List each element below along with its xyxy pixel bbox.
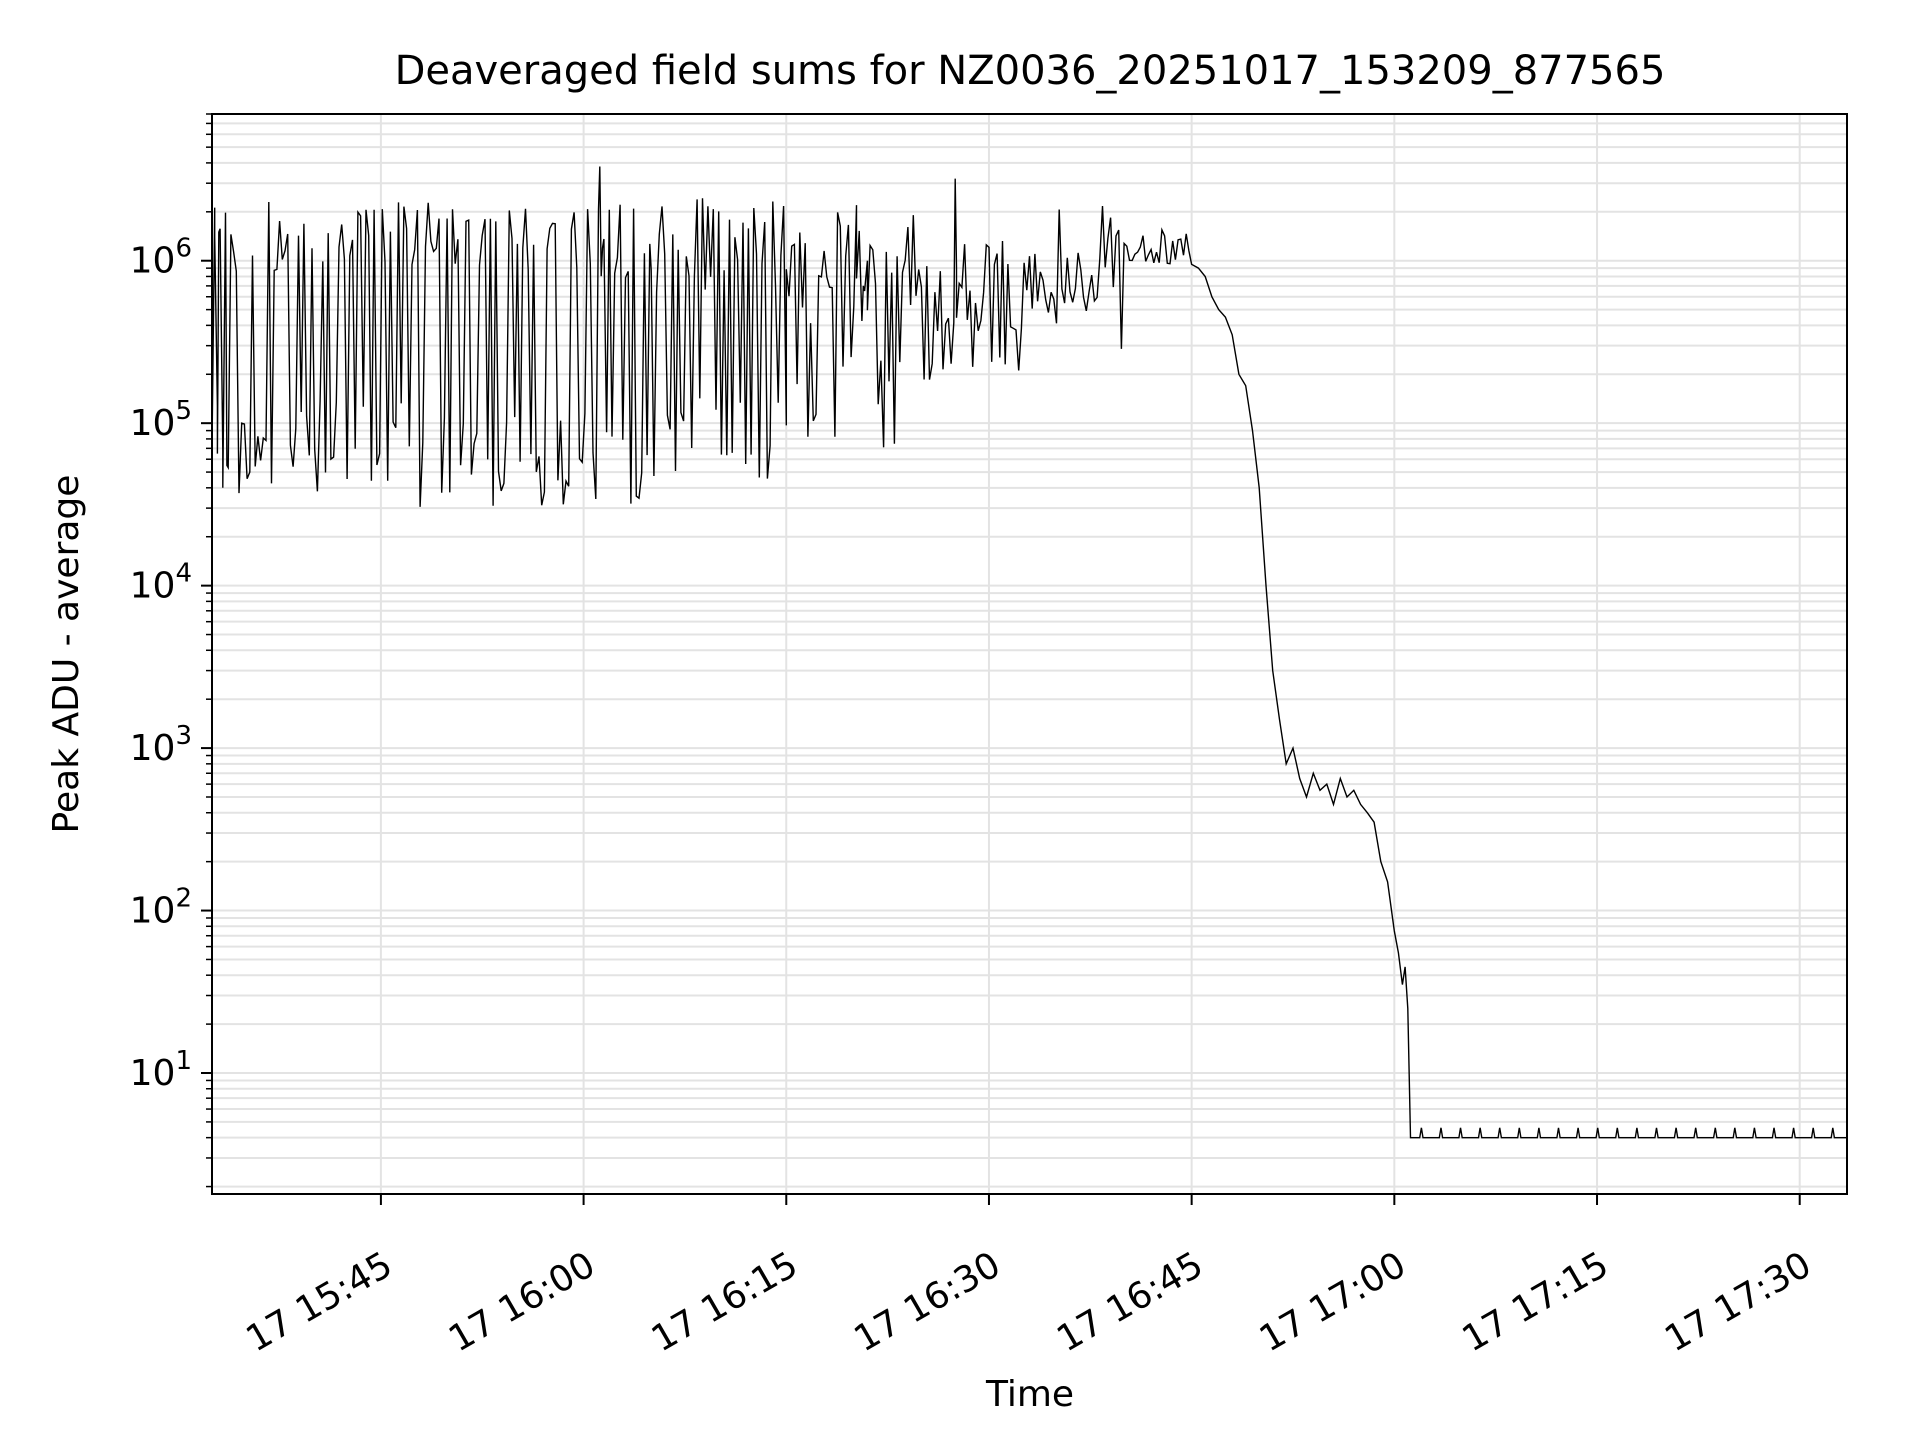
y-tick-label: 102 — [130, 884, 192, 932]
plot-frame — [211, 113, 1848, 1195]
y-tick-label: 101 — [130, 1046, 192, 1094]
y-tick-label: 105 — [130, 396, 192, 444]
y-axis-label: Peak ADU - average — [46, 475, 87, 834]
chart-title: Deaveraged field sums for NZ0036_2025101… — [395, 48, 1666, 94]
x-axis-label: Time — [985, 1374, 1074, 1415]
y-tick-label: 106 — [130, 234, 192, 282]
series-line — [211, 166, 1847, 1139]
y-tick-label: 103 — [130, 721, 192, 769]
data-series — [211, 166, 1847, 1139]
y-tick-label: 104 — [130, 559, 192, 607]
